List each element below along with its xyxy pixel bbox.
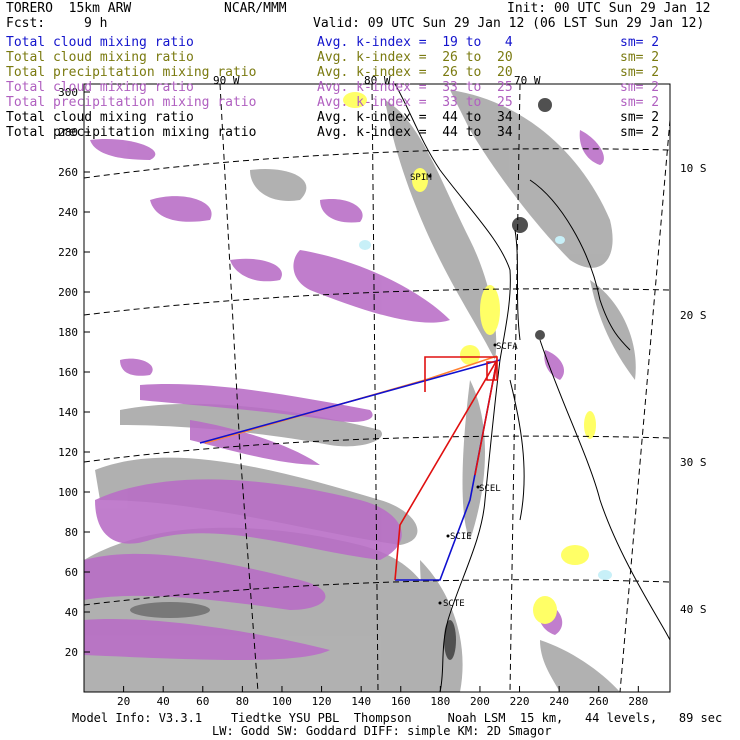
x-tick-label-20: 20: [117, 695, 130, 708]
lat-label-20s: 20 S: [680, 309, 707, 322]
y-tick-label-220: 220: [58, 246, 78, 259]
station-scfa: SCFA: [496, 342, 518, 352]
x-tick-label-280: 280: [628, 695, 648, 708]
legend-sm-2: sm= 2: [620, 65, 660, 80]
x-tick-label-240: 240: [549, 695, 569, 708]
lat-label-10s: 10 S: [680, 162, 707, 175]
y-tick-label-140: 140: [58, 406, 78, 419]
legend-field-1: Total cloud mixing ratio: [6, 50, 194, 65]
precip-field: [84, 130, 604, 660]
x-tick-label-160: 160: [391, 695, 411, 708]
legend-sm-3: sm= 2: [620, 80, 660, 95]
k-index-yellow: [343, 92, 596, 624]
station-markers: [428, 174, 497, 605]
station-scte: SCTE: [443, 599, 465, 609]
x-tick-label-140: 140: [351, 695, 371, 708]
model-info-line: Model Info: V3.3.1 Tiedtke YSU PBL Thomp…: [72, 711, 723, 725]
station-scie: SCIE: [450, 532, 472, 542]
init-time: Init: 00 UTC Sun 29 Jan 12: [507, 1, 711, 16]
legend-field-2: Total precipitation mixing ratio: [6, 65, 257, 80]
y-tick-label-20: 20: [65, 646, 78, 659]
y-tick-label-280: 280: [58, 126, 78, 139]
map-fields: SPIM SCFA SCEL SCIE SCTE: [84, 84, 670, 692]
legend-field-3: Total cloud mixing ratio: [6, 80, 194, 95]
physics-info-line: LW: Godd SW: Goddard DIFF: simple KM: 2D…: [212, 724, 552, 738]
x-tick-label-40: 40: [157, 695, 170, 708]
y-tick-label-160: 160: [58, 366, 78, 379]
legend-field-4: Total precipitation mixing ratio: [6, 95, 257, 110]
latlon-grid: [84, 84, 670, 692]
legend-kindex-5: Avg. k-index = 44 to 34: [317, 110, 513, 125]
legend-sm-1: sm= 2: [620, 50, 660, 65]
k-index-cyan: [359, 236, 612, 580]
flight-tracks: [199, 355, 501, 581]
legend-sm-4: sm= 2: [620, 95, 660, 110]
y-tick-marks: [84, 91, 90, 653]
model-title: TORERO 15km ARW: [6, 1, 132, 16]
legend-kindex-4: Avg. k-index = 33 to 25: [317, 95, 513, 110]
lat-label-40s: 40 S: [680, 603, 707, 616]
y-tick-label-40: 40: [65, 606, 78, 619]
legend-sm-0: sm= 2: [620, 35, 660, 50]
y-tick-label-300: 300: [58, 86, 78, 99]
legend-kindex-3: Avg. k-index = 33 to 25: [317, 80, 513, 95]
legend-kindex-1: Avg. k-index = 26 to 20: [317, 50, 513, 65]
y-tick-label-260: 260: [58, 166, 78, 179]
cloud-cores: [130, 98, 552, 660]
x-tick-label-100: 100: [272, 695, 292, 708]
x-tick-label-260: 260: [589, 695, 609, 708]
legend-kindex-2: Avg. k-index = 26 to 20: [317, 65, 513, 80]
legend-kindex-6: Avg. k-index = 44 to 34: [317, 125, 513, 140]
station-spim: SPIM: [410, 173, 432, 183]
org-label: NCAR/MMM: [224, 1, 287, 16]
y-tick-labels: 20 40 60 80 100 120 140 160 180 200 220 240 260 280 30…: [58, 86, 78, 659]
legend-sm-6: sm= 2: [620, 125, 660, 140]
x-tick-marks: [123, 686, 639, 692]
lon-label-70w: 70 W: [514, 74, 541, 87]
station-scel: SCEL: [479, 484, 501, 494]
y-tick-label-80: 80: [65, 526, 78, 539]
y-tick-label-100: 100: [58, 486, 78, 499]
fcst-label: Fcst:: [6, 16, 46, 31]
plot-frame: [83, 83, 671, 693]
fcst-value: 9 h: [84, 16, 108, 31]
x-tick-label-80: 80: [236, 695, 249, 708]
x-tick-label-200: 200: [470, 695, 490, 708]
legend-kindex-0: Avg. k-index = 19 to 4: [317, 35, 513, 50]
x-tick-label-180: 180: [430, 695, 450, 708]
y-tick-label-60: 60: [65, 566, 78, 579]
lon-label-90w: 90 W: [213, 74, 240, 87]
legend-sm-5: sm= 2: [620, 110, 660, 125]
legend-field-0: Total cloud mixing ratio: [6, 35, 194, 50]
legend-field-6: Total precipitation mixing ratio: [6, 125, 257, 140]
x-tick-label-220: 220: [510, 695, 530, 708]
y-tick-label-240: 240: [58, 206, 78, 219]
legend-field-5: Total cloud mixing ratio: [6, 110, 194, 125]
lat-label-30s: 30 S: [680, 456, 707, 469]
y-tick-label-120: 120: [58, 446, 78, 459]
y-tick-label-180: 180: [58, 326, 78, 339]
x-tick-labels: 20 40 60 80 100 120 140 160 180 200 220 240 260 280: [117, 695, 648, 708]
valid-time: Valid: 09 UTC Sun 29 Jan 12 (06 LST Sun …: [313, 16, 705, 31]
y-tick-label-200: 200: [58, 286, 78, 299]
x-tick-label-60: 60: [196, 695, 209, 708]
lon-label-80w: 80 W: [364, 74, 391, 87]
x-tick-label-120: 120: [312, 695, 332, 708]
